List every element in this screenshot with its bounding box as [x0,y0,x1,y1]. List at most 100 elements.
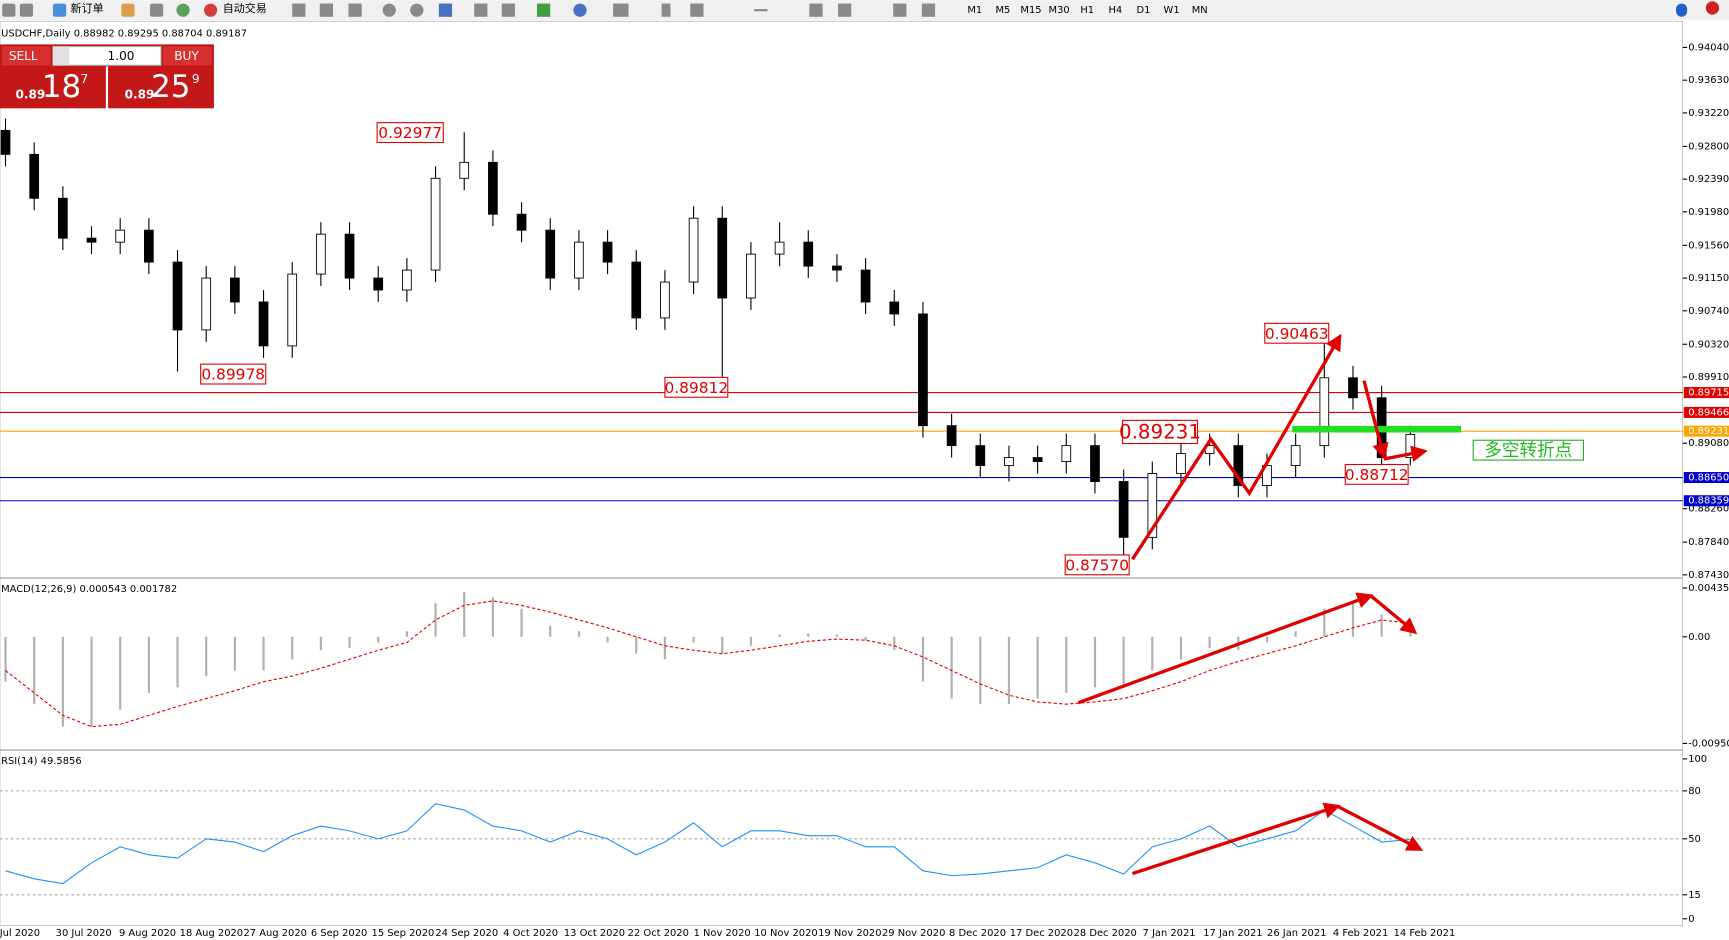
x-tick-label: 28 Dec 2020 [1074,928,1137,939]
icon[interactable] [537,3,551,17]
y-tick-label: 0.93630 [1688,75,1729,86]
auto-trading-button[interactable]: 自动交易 [223,1,267,15]
y-tick-label: 0.87840 [1688,537,1729,548]
timeframe-button[interactable]: MN [1192,5,1208,16]
candle-body [1319,377,1330,447]
icon[interactable] [613,3,629,17]
candle-body [58,197,68,239]
icon[interactable] [754,9,768,12]
icon[interactable] [348,3,362,17]
icon[interactable] [149,3,164,17]
icon[interactable] [2,3,16,17]
macd-bar [921,636,925,682]
x-tick-label: 4 Oct 2020 [503,928,558,939]
candle-body [860,269,871,303]
timeframe-button[interactable]: H1 [1080,5,1094,16]
x-tick-label: 22 Oct 2020 [628,928,689,939]
icon[interactable] [893,3,907,17]
candle-body [1004,457,1014,467]
annotation: 0.92977 [378,124,442,142]
timeframe-button[interactable]: M15 [1020,5,1041,16]
timeframe-button[interactable]: H4 [1108,5,1122,16]
candle-body [115,229,126,243]
y-tick-label: 0.93220 [1688,108,1729,119]
level-label: 0.89715 [1688,388,1729,399]
icon[interactable] [176,3,190,17]
icon[interactable] [661,3,671,17]
arrow [1077,592,1374,705]
level-label-bg [1683,495,1729,507]
macd-bar [4,636,7,682]
buy-button[interactable] [163,46,212,66]
x-tick-label: 14 Feb 2021 [1394,928,1456,939]
icon[interactable] [474,3,488,17]
chart-header: USDCHF,Daily 0.88982 0.89295 0.88704 0.8… [1,28,247,39]
icon[interactable] [19,3,34,17]
macd-bar [205,636,208,677]
macd-bar [864,636,867,641]
price-prefix: 0.89 [15,88,45,102]
x-tick-label: 13 Oct 2020 [564,928,625,939]
icon[interactable] [319,3,334,17]
annotation-box [1121,419,1199,445]
lot-spinner[interactable] [52,46,70,66]
icon[interactable] [690,3,704,17]
annotation: 多空转折点 [1484,440,1572,461]
new-order-button[interactable]: 新订单 [71,1,104,15]
notification-badge[interactable] [1705,1,1720,15]
price-small: 7 [80,72,88,86]
icon[interactable] [838,3,852,17]
macd-bar [893,636,896,651]
candle-body [832,265,842,271]
macd-bar [950,636,953,699]
icon[interactable] [573,3,587,17]
icon[interactable] [382,3,396,17]
sell-button[interactable] [2,46,51,66]
icon[interactable] [410,3,424,17]
sell-label[interactable]: SELL [9,49,38,63]
x-tick-label: 17 Jan 2021 [1203,928,1262,939]
timeframe-button[interactable]: D1 [1137,5,1151,16]
timeframe-button[interactable]: W1 [1164,5,1180,16]
macd-bar [405,631,408,637]
x-tick-label: 30 Jul 2020 [56,928,112,939]
macd-bar [1122,636,1125,688]
rsi-line [5,803,1411,885]
timeframe-button[interactable]: M30 [1049,5,1070,16]
x-tick-label: 4 Feb 2021 [1333,928,1388,939]
candle-body [258,301,269,347]
macd-bar [520,608,523,637]
x-tick-label: 19 Nov 2020 [818,928,881,939]
icon[interactable] [52,3,67,17]
y-tick-label: 0.88260 [1688,504,1729,515]
x-tick-label: 8 Dec 2020 [949,928,1006,939]
icon[interactable] [501,3,515,17]
candle-body [86,237,97,243]
icon[interactable] [203,3,218,17]
y-tick-label: 0.87430 [1688,570,1729,581]
icon[interactable] [438,3,453,17]
timeframe-button[interactable]: M1 [967,5,982,16]
icon[interactable] [292,3,306,17]
candle-body [0,130,11,155]
candle-body [574,241,584,279]
buy-label[interactable]: BUY [174,49,199,63]
lot-value[interactable]: 1.00 [108,49,135,63]
x-tick-label: 24 Sep 2020 [435,928,498,939]
icon[interactable] [921,3,936,17]
macd-bar [749,636,753,646]
candle-body [1233,445,1244,486]
divider [105,66,109,109]
y-tick-label: 0.004351 [1688,583,1729,594]
macd-bar [348,636,351,649]
macd-bar [1151,636,1154,671]
macd-bar [807,633,810,637]
icon[interactable] [121,3,135,17]
icon[interactable] [1676,3,1688,17]
arrow [1383,445,1428,462]
y-tick-label: 0.89080 [1688,438,1729,449]
annotation-box [200,363,267,385]
icon[interactable] [809,3,823,17]
timeframe-button[interactable]: M5 [995,5,1010,16]
